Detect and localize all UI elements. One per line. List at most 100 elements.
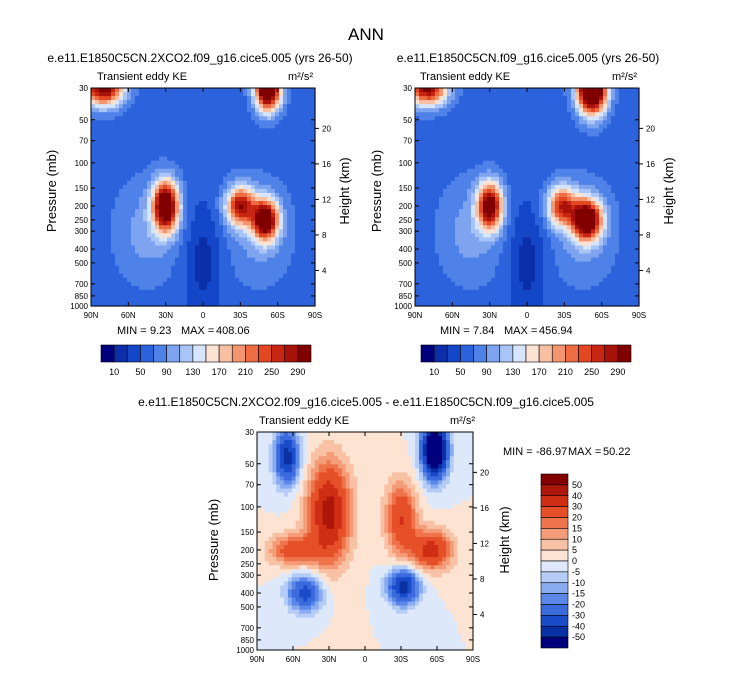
heatmap-cell [259,112,264,117]
heatmap-cell [227,245,232,251]
heatmap-cell [123,241,128,247]
heatmap-cell [175,237,180,243]
heatmap-cell [119,124,124,129]
heatmap-cell [131,136,136,142]
heatmap-cell [291,289,296,295]
heatmap-cell [303,116,308,121]
heatmap-cell [255,289,260,295]
heatmap-cell [555,197,560,202]
heatmap-cell [151,180,156,186]
heatmap-cell [187,144,192,150]
heatmap-cell [243,245,248,251]
heatmap-cell [311,213,316,218]
heatmap-cell [155,180,160,186]
heatmap-cell [111,136,116,142]
heatmap-cell [107,297,112,303]
heatmap-cell [191,301,196,307]
heatmap-cell [579,160,584,166]
heatmap-cell [295,192,300,198]
heatmap-cell [115,273,120,279]
heatmap-cell [283,112,288,117]
heatmap-cell [123,128,128,134]
heatmap-cell [307,88,312,93]
heatmap-cell [515,144,520,150]
heatmap-cell [435,88,440,93]
heatmap-cell [291,221,296,226]
heatmap-cell [547,152,552,158]
heatmap-cell [463,124,468,129]
heatmap-cell [255,104,260,109]
heatmap-cell [307,209,312,214]
heatmap-cell [475,112,480,117]
heatmap-cell [563,104,568,109]
heatmap-cell [435,132,440,138]
heatmap-cell [151,233,156,238]
heatmap-cell [295,144,300,150]
heatmap-cell [519,100,524,105]
heatmap-cell [455,128,460,134]
heatmap-cell [303,88,308,93]
heatmap-cell [127,241,132,247]
colorbar-swatch [126,344,141,363]
heatmap-cell [475,188,480,194]
heatmap-cell [463,100,468,105]
heatmap-cell [303,249,308,255]
heatmap-cell [179,164,184,170]
heatmap-cell [111,180,116,186]
heatmap-cell [435,124,440,129]
heatmap-cell [475,176,480,182]
heatmap-cell [211,168,216,174]
heatmap-cell [559,104,564,109]
heatmap-cell [595,209,600,214]
colorbar-swatch [113,344,128,363]
heatmap-cell [291,88,296,93]
heatmap-cell [419,120,424,125]
heatmap-cell [283,176,288,182]
heatmap-cell [263,253,268,259]
heatmap-cell [539,172,544,178]
heatmap-cell [615,156,620,162]
heatmap-cell [595,160,600,166]
heatmap-cell [255,144,260,150]
heatmap-cell [435,112,440,117]
heatmap-cell [467,124,472,129]
heatmap-cell [103,285,108,291]
heatmap-cell [259,160,264,166]
heatmap-cell [123,229,128,234]
heatmap-cell [127,289,132,295]
heatmap-cell [115,104,120,109]
heatmap-cell [427,136,432,142]
heatmap-cell [571,168,576,174]
heatmap-cell [243,168,248,174]
heatmap-cell [231,249,236,255]
heatmap-cell [295,301,300,307]
colorbar-swatch [192,344,207,363]
y-tick-label: 150 [75,184,89,193]
heatmap-cell [483,140,488,146]
heatmap-cell [619,100,624,105]
heatmap-cell [259,148,264,154]
heatmap-cell [287,136,292,142]
heatmap-cell [131,261,136,267]
heatmap-cell [287,201,292,206]
heatmap-cell [171,265,176,271]
heatmap-cell [539,192,544,198]
heatmap-cell [571,184,576,190]
heatmap-cell [603,156,608,162]
heatmap-cell [459,116,464,121]
heatmap-cell [603,148,608,154]
heatmap-cell [303,148,308,154]
heatmap-cell [163,136,168,142]
heatmap-cell [439,104,444,109]
heatmap-cell [463,120,468,125]
heatmap-cell [99,88,104,93]
heatmap-cell [219,197,224,202]
heatmap-cell [275,245,280,251]
heatmap-cell [499,180,504,186]
heatmap-cell [435,209,440,214]
heatmap-cell [635,116,640,121]
heatmap-cell [175,100,180,105]
heatmap-cell [595,112,600,117]
heatmap-cell [123,192,128,198]
heatmap-cell [215,201,220,206]
